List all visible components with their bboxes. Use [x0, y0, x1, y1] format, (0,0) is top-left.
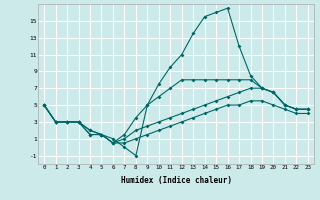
X-axis label: Humidex (Indice chaleur): Humidex (Indice chaleur) [121, 176, 231, 185]
